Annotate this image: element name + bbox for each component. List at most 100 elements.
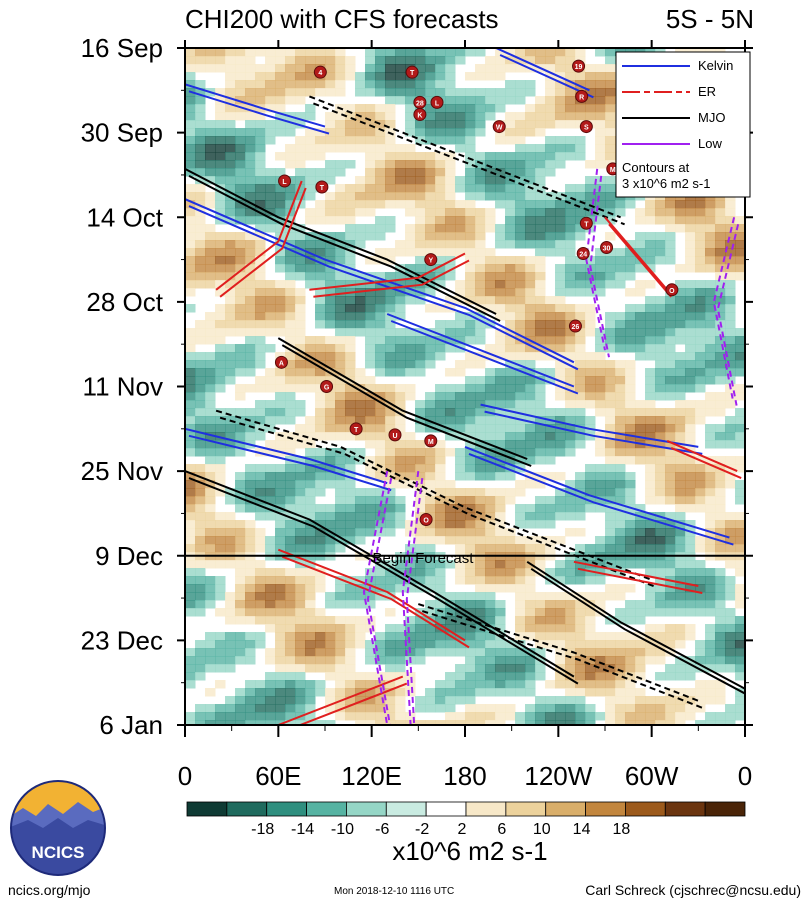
shade-cell	[635, 704, 646, 713]
shade-cell	[435, 224, 446, 233]
shade-cell	[425, 96, 436, 105]
shade-cell	[255, 696, 266, 705]
shade-cell	[495, 432, 506, 441]
shade-cell	[575, 560, 586, 569]
shade-cell	[485, 568, 496, 577]
shade-cell	[665, 520, 676, 529]
shade-cell	[405, 480, 416, 489]
shade-cell	[385, 344, 396, 353]
shade-cell	[425, 240, 436, 249]
shade-cell	[705, 208, 716, 217]
shade-cell	[235, 720, 246, 725]
shade-cell	[455, 368, 466, 377]
shade-cell	[215, 720, 226, 725]
shade-cell	[295, 360, 306, 369]
shade-cell	[345, 632, 356, 641]
shade-cell	[695, 584, 706, 593]
shade-cell	[325, 232, 336, 241]
shade-cell	[435, 408, 446, 417]
shade-cell	[575, 568, 586, 577]
shade-cell	[655, 560, 666, 569]
shade-cell	[615, 616, 626, 625]
shade-cell	[255, 312, 266, 321]
shade-cell	[455, 536, 466, 545]
shade-cell	[585, 184, 596, 193]
shade-cell	[315, 504, 326, 513]
shade-cell	[315, 144, 326, 153]
shade-cell	[735, 336, 745, 345]
shade-cell	[205, 640, 216, 649]
shade-cell	[365, 168, 376, 177]
shade-cell	[405, 144, 416, 153]
shade-cell	[675, 632, 686, 641]
shade-cell	[665, 560, 676, 569]
shade-cell	[425, 488, 436, 497]
shade-cell	[435, 600, 446, 609]
shade-cell	[445, 232, 456, 241]
shade-cell	[605, 416, 616, 425]
shade-cell	[225, 272, 236, 281]
shade-cell	[515, 680, 526, 689]
shade-cell	[485, 432, 496, 441]
shade-cell	[385, 464, 396, 473]
shade-cell	[395, 672, 406, 681]
shade-cell	[545, 424, 556, 433]
shade-cell	[495, 352, 506, 361]
shade-cell	[335, 544, 346, 553]
cyclone-symbol	[430, 95, 444, 109]
shade-cell	[575, 312, 586, 321]
shade-cell	[735, 664, 745, 673]
shade-cell	[705, 344, 716, 353]
shade-cell	[685, 440, 696, 449]
shade-cell	[655, 408, 666, 417]
shade-cell	[625, 528, 636, 537]
shade-cell	[525, 624, 536, 633]
shade-cell	[705, 648, 716, 657]
shade-cell	[345, 472, 356, 481]
shade-cell	[395, 448, 406, 457]
shade-cell	[705, 256, 716, 265]
shade-cell	[555, 336, 566, 345]
legend-contour-note: Contours at	[622, 160, 690, 175]
shade-cell	[525, 480, 536, 489]
shade-cell	[415, 344, 426, 353]
shade-cell	[625, 600, 636, 609]
shade-cell	[415, 424, 426, 433]
shade-cell	[595, 544, 606, 553]
shade-cell	[415, 400, 426, 409]
x-tick-label: 0	[178, 761, 192, 791]
shade-cell	[325, 312, 336, 321]
shade-cell	[595, 440, 606, 449]
shade-cell	[565, 248, 576, 257]
shade-cell	[445, 216, 456, 225]
shade-cell	[225, 328, 236, 337]
shade-cell	[595, 88, 606, 97]
shade-cell	[725, 344, 736, 353]
shade-cell	[325, 304, 336, 313]
shade-cell	[445, 80, 456, 89]
shade-cell	[405, 192, 416, 201]
shade-cell	[265, 296, 276, 305]
shade-cell	[265, 568, 276, 577]
shade-cell	[225, 240, 236, 249]
shade-cell	[405, 640, 416, 649]
shade-cell	[265, 328, 276, 337]
shade-cell	[635, 640, 646, 649]
shade-cell	[385, 104, 396, 113]
shade-cell	[295, 632, 306, 641]
shade-cell	[575, 392, 586, 401]
shade-cell	[565, 208, 576, 217]
shade-cell	[645, 256, 656, 265]
shade-cell	[315, 128, 326, 137]
low-frequency-contour	[716, 224, 740, 406]
shade-cell	[645, 216, 656, 225]
shade-cell	[235, 240, 246, 249]
shade-cell	[735, 264, 745, 273]
shade-cell	[395, 248, 406, 257]
shade-cell	[525, 416, 536, 425]
shade-cell	[335, 312, 346, 321]
shade-cell	[465, 120, 476, 129]
shade-cell	[705, 640, 716, 649]
shade-cell	[415, 72, 426, 81]
shade-cell	[285, 600, 296, 609]
